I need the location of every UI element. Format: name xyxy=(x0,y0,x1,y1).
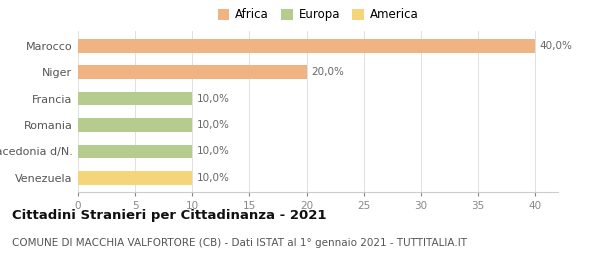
Text: Cittadini Stranieri per Cittadinanza - 2021: Cittadini Stranieri per Cittadinanza - 2… xyxy=(12,209,326,222)
Text: 10,0%: 10,0% xyxy=(197,146,230,157)
Bar xyxy=(78,65,307,79)
Bar xyxy=(78,118,192,132)
Text: 10,0%: 10,0% xyxy=(197,120,230,130)
Text: 10,0%: 10,0% xyxy=(197,94,230,103)
Text: 40,0%: 40,0% xyxy=(540,41,572,51)
Text: 10,0%: 10,0% xyxy=(197,173,230,183)
Text: 20,0%: 20,0% xyxy=(311,67,344,77)
Bar xyxy=(78,92,192,106)
Text: COMUNE DI MACCHIA VALFORTORE (CB) - Dati ISTAT al 1° gennaio 2021 - TUTTITALIA.I: COMUNE DI MACCHIA VALFORTORE (CB) - Dati… xyxy=(12,238,467,248)
Bar xyxy=(78,145,192,158)
Bar xyxy=(78,39,535,53)
Bar xyxy=(78,171,192,185)
Legend: Africa, Europa, America: Africa, Europa, America xyxy=(215,6,421,24)
